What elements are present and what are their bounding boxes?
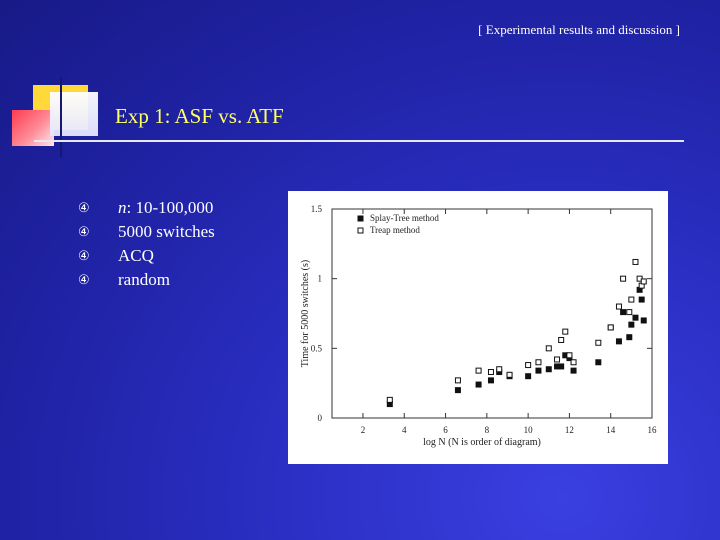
- treap-point: [506, 371, 513, 378]
- splay-point: [620, 309, 627, 316]
- treap-point: [487, 369, 494, 376]
- treap-point: [620, 275, 627, 282]
- bullet-item: ④ random: [78, 268, 215, 292]
- legend-label: Treap method: [370, 225, 420, 235]
- arrow-bullet-icon: ④: [78, 272, 90, 287]
- legend-marker: [357, 215, 364, 222]
- splay-point: [535, 367, 542, 374]
- treap-point: [607, 324, 614, 331]
- splay-point: [454, 387, 461, 394]
- bullet-text: n: 10-100,000: [118, 198, 214, 217]
- treap-point: [554, 356, 561, 363]
- bullet-text: random: [118, 270, 170, 289]
- x-tick-label: 10: [524, 425, 534, 435]
- y-axis-title: Time for 5000 switches (s): [300, 260, 311, 367]
- x-tick-label: 16: [648, 425, 658, 435]
- splay-point: [487, 377, 494, 384]
- treap-point: [386, 396, 393, 403]
- treap-point: [475, 367, 482, 374]
- decor-vertical-line: [60, 77, 62, 157]
- splay-point: [595, 359, 602, 366]
- x-tick-label: 2: [361, 425, 366, 435]
- y-tick-label: 0: [318, 413, 323, 423]
- arrow-bullet-icon: ④: [78, 224, 90, 239]
- arrow-bullet-icon: ④: [78, 200, 90, 215]
- scatter-chart-svg: 2 4 6 8 10 12 14 16 0 0.5 1 1.5 log N (N is order of…: [300, 204, 658, 448]
- treap-point: [626, 309, 633, 316]
- legend-marker: [357, 227, 364, 234]
- treap-point: [535, 359, 542, 366]
- bullet-text: 5000 switches: [118, 222, 215, 241]
- decor-white-square: [50, 92, 98, 136]
- scatter-chart: 2 4 6 8 10 12 14 16 0 0.5 1 1.5 log N (N is order of…: [288, 191, 668, 464]
- x-axis-title: log N (N is order of diagram): [423, 437, 541, 448]
- treap-point: [496, 366, 503, 373]
- splay-point: [570, 367, 577, 374]
- splay-point: [626, 334, 633, 341]
- splay-point: [638, 296, 645, 303]
- section-header: [ Experimental results and discussion ]: [478, 22, 680, 37]
- title-underline: [34, 140, 684, 142]
- y-tick-label: 1: [318, 274, 323, 284]
- bullet-item: ④ ACQ: [78, 244, 215, 268]
- y-tick-label: 1.5: [311, 204, 323, 214]
- splay-point: [640, 317, 647, 324]
- splay-point: [558, 363, 565, 370]
- treap-point: [525, 362, 532, 369]
- treap-point: [632, 258, 639, 265]
- treap-point: [545, 345, 552, 352]
- y-tick-label: 0.5: [311, 343, 323, 353]
- bullet-text: ACQ: [118, 246, 154, 265]
- treap-point: [615, 303, 622, 310]
- splay-point: [632, 314, 639, 321]
- legend-label: Splay-Tree method: [370, 213, 439, 223]
- splay-point: [475, 381, 482, 388]
- plot-frame: [331, 208, 653, 419]
- slide-title: Exp 1: ASF vs. ATF: [115, 104, 284, 128]
- treap-point: [640, 278, 647, 285]
- arrow-bullet-icon: ④: [78, 248, 90, 263]
- x-tick-label: 6: [443, 425, 448, 435]
- bullet-item: ④ n: 10-100,000: [78, 196, 215, 220]
- bullet-item: ④ 5000 switches: [78, 220, 215, 244]
- x-tick-label: 14: [606, 425, 616, 435]
- splay-point: [545, 366, 552, 373]
- treap-point: [566, 352, 573, 359]
- treap-point: [595, 339, 602, 346]
- treap-point: [558, 336, 565, 343]
- treap-point: [454, 377, 461, 384]
- splay-point: [525, 373, 532, 380]
- splay-point: [615, 338, 622, 345]
- x-tick-label: 12: [565, 425, 574, 435]
- x-tick-label: 4: [402, 425, 407, 435]
- bullet-list: ④ n: 10-100,000 ④ 5000 switches ④ ACQ ④ …: [78, 196, 215, 292]
- treap-point: [562, 328, 569, 335]
- treap-point: [570, 359, 577, 366]
- splay-point: [628, 321, 635, 328]
- x-tick-label: 8: [485, 425, 490, 435]
- treap-point: [628, 296, 635, 303]
